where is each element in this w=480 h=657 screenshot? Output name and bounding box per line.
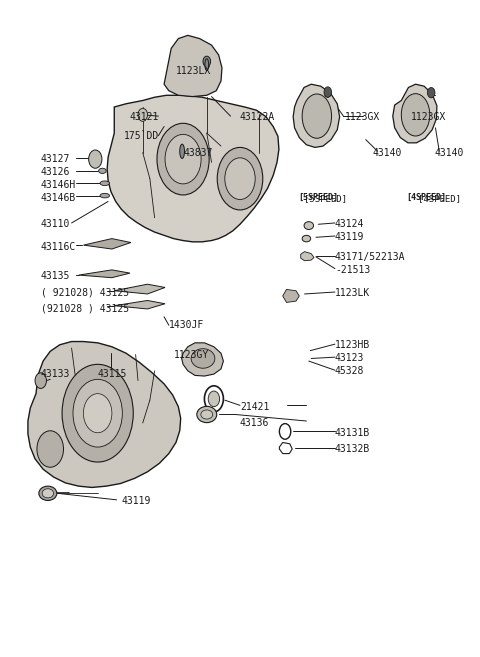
Text: 21421: 21421 [240,401,269,412]
Text: 1123HB: 1123HB [335,340,370,350]
Ellipse shape [302,94,332,138]
Circle shape [35,373,47,388]
PathPatch shape [79,270,130,278]
PathPatch shape [164,35,222,97]
Text: 43140: 43140 [373,148,402,158]
Text: [5SPEED]: [5SPEED] [304,194,347,203]
Text: 43146H: 43146H [41,180,76,190]
Circle shape [428,88,434,97]
Text: [4SPEED]: [4SPEED] [406,193,446,202]
Text: 43126: 43126 [41,167,70,177]
Circle shape [208,391,219,407]
Text: 175`DD: 175`DD [124,131,159,141]
PathPatch shape [301,252,314,261]
Text: (921028 ) 43125: (921028 ) 43125 [41,304,129,314]
Text: ( 921028) 43125: ( 921028) 43125 [41,288,129,298]
PathPatch shape [293,84,340,147]
Text: 43146B: 43146B [41,193,76,203]
Circle shape [225,158,255,200]
Text: 45328: 45328 [335,366,364,376]
Text: 43124: 43124 [335,219,364,229]
Text: 43131B: 43131B [335,428,370,438]
Circle shape [73,379,122,447]
Text: 43133: 43133 [41,369,70,379]
Circle shape [203,57,211,66]
Text: 43122A: 43122A [240,112,275,122]
Text: 1123GX: 1123GX [411,112,446,122]
PathPatch shape [84,238,131,249]
Ellipse shape [205,59,209,70]
Text: 43119: 43119 [335,233,364,242]
Ellipse shape [197,406,217,422]
Circle shape [427,87,435,98]
Ellipse shape [191,349,215,368]
Text: 43837: 43837 [183,148,213,158]
Text: 43116C: 43116C [41,242,76,252]
PathPatch shape [28,342,180,487]
Text: 1123LX: 1123LX [176,66,212,76]
Circle shape [324,87,332,97]
Circle shape [84,394,112,433]
PathPatch shape [114,284,165,294]
Circle shape [217,147,263,210]
Text: 1123GY: 1123GY [174,350,209,359]
Text: -21513: -21513 [335,265,370,275]
Text: 43171/52213A: 43171/52213A [335,252,406,262]
Text: 43121: 43121 [130,112,159,122]
Text: 1123LK: 1123LK [335,288,370,298]
Text: 43140: 43140 [434,148,464,158]
PathPatch shape [107,95,279,242]
Circle shape [62,365,133,462]
Ellipse shape [302,235,311,242]
Circle shape [138,108,147,122]
Text: 1430JF: 1430JF [169,320,204,330]
Text: 1123GX: 1123GX [344,112,380,122]
Circle shape [324,88,331,97]
Ellipse shape [39,486,57,501]
Text: 43119: 43119 [121,496,151,506]
Text: 43115: 43115 [97,369,127,379]
Ellipse shape [100,193,109,198]
Ellipse shape [180,144,184,158]
Circle shape [37,431,63,467]
Text: 43127: 43127 [41,154,70,164]
PathPatch shape [393,84,437,143]
PathPatch shape [283,290,300,302]
Ellipse shape [201,410,213,419]
Text: 43123: 43123 [335,353,364,363]
Ellipse shape [304,221,313,229]
Text: [5SPEED]: [5SPEED] [298,193,338,202]
Ellipse shape [98,168,106,173]
Text: 43110: 43110 [41,219,70,229]
Text: 43132B: 43132B [335,444,370,454]
Text: [4SPEED]: [4SPEED] [418,194,461,203]
PathPatch shape [181,343,223,376]
Ellipse shape [42,489,54,498]
Ellipse shape [100,181,109,185]
Text: 43135: 43135 [41,271,70,281]
Ellipse shape [401,94,430,136]
Circle shape [157,124,209,195]
PathPatch shape [114,300,165,309]
Circle shape [89,150,102,168]
Circle shape [165,135,201,184]
Text: 43136: 43136 [240,418,269,428]
